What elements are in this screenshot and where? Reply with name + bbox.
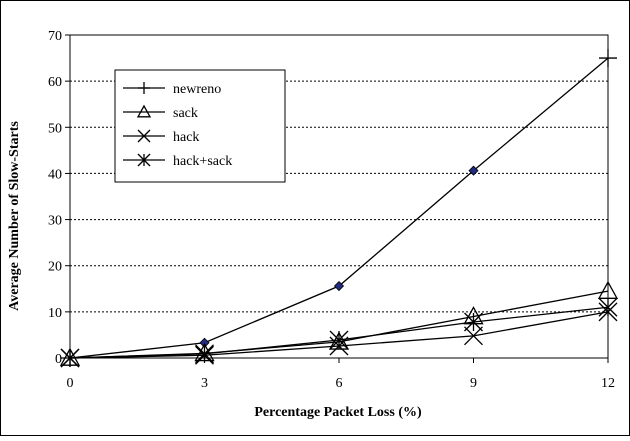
legend-label: sack (173, 106, 198, 121)
y-tick-label: 0 (55, 352, 62, 367)
x-tick-label: 3 (201, 376, 208, 391)
legend-label: hack (173, 130, 199, 145)
legend-item: hack+sack (123, 153, 232, 169)
x-tick-label: 6 (336, 376, 343, 391)
y-tick-label: 30 (48, 214, 62, 229)
data-point (599, 49, 617, 68)
data-point (598, 297, 618, 317)
y-tick-label: 40 (48, 167, 62, 182)
x-axis-label: Percentage Packet Loss (%) (254, 405, 422, 420)
legend-label: hack+sack (173, 154, 232, 169)
y-tick-label: 20 (48, 260, 62, 275)
legend: newreno sack hack hack+sack (114, 69, 286, 183)
data-point (60, 348, 80, 368)
legend-marker (137, 129, 151, 143)
x-tick-label: 9 (470, 376, 477, 391)
legend-marker (137, 153, 151, 167)
y-axis-label: Average Number of Slow-Starts (7, 121, 22, 311)
data-point (329, 330, 349, 350)
data-point (468, 165, 479, 176)
legend-marker (138, 82, 150, 94)
data-point (333, 280, 345, 292)
legend-item: hack (123, 129, 199, 145)
series-group (59, 49, 619, 368)
x-tick-label: 12 (601, 376, 615, 391)
legend-box (114, 69, 286, 183)
data-point (195, 344, 214, 364)
data-point (464, 312, 483, 332)
legend-item: newreno (123, 82, 221, 97)
y-tick-label: 50 (48, 121, 62, 136)
data-point (464, 326, 483, 346)
x-tick-label: 0 (67, 376, 74, 391)
legend-marker (136, 104, 152, 118)
series-hack-sack (60, 297, 618, 368)
y-tick-label: 60 (48, 75, 62, 90)
y-tick-label: 70 (48, 29, 62, 44)
legend-item: sack (123, 104, 198, 121)
legend-label: newreno (173, 82, 221, 97)
y-axis-ticks: 0 10 20 30 40 50 60 70 (48, 29, 70, 367)
y-tick-label: 10 (48, 306, 62, 321)
